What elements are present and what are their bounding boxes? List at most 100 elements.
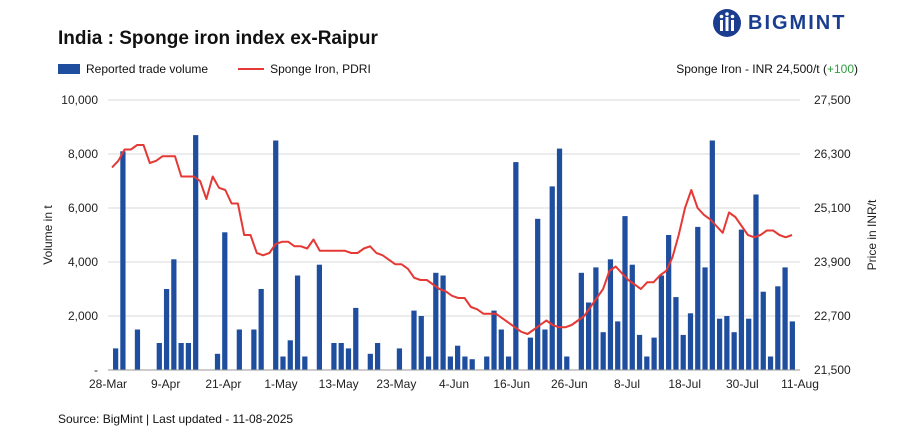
y2-tick-label: 23,900 xyxy=(814,255,851,269)
volume-bar xyxy=(578,272,584,370)
volume-bar xyxy=(542,329,548,370)
volume-bar xyxy=(171,259,177,370)
volume-bar xyxy=(258,289,264,370)
volume-bar xyxy=(585,302,592,370)
volume-bar xyxy=(738,229,745,370)
volume-bar xyxy=(527,337,534,370)
y-tick-label: 2,000 xyxy=(68,309,98,323)
bar-series xyxy=(113,135,795,370)
volume-bar xyxy=(287,340,293,370)
volume-bar xyxy=(615,321,621,370)
volume-bar xyxy=(331,343,337,370)
price-change: +100 xyxy=(826,62,854,76)
volume-bar xyxy=(746,318,752,370)
volume-bar xyxy=(629,264,635,370)
y-tick-label: 8,000 xyxy=(68,147,98,161)
chart-legend: Reported trade volume Sponge Iron, PDRI xyxy=(58,62,401,76)
volume-bar xyxy=(666,235,672,370)
x-tick-label: 4-Jun xyxy=(439,377,469,391)
volume-bar xyxy=(156,343,162,370)
axes: - 2,000 4,000 6,000 8,000 10,000 21,500 22,700 2… xyxy=(41,93,879,391)
brand-mark-icon xyxy=(713,9,741,37)
price-note: Sponge Iron - INR 24,500/t (+100) xyxy=(676,62,858,76)
volume-bar xyxy=(709,140,715,370)
brand-logo: BIGMINT xyxy=(712,6,846,40)
x-tick-label: 30-Jul xyxy=(726,377,759,391)
volume-bar xyxy=(702,267,708,370)
legend-swatch-bar xyxy=(58,64,80,74)
volume-bar xyxy=(687,313,694,370)
y-tick-label: 4,000 xyxy=(68,255,98,269)
x-tick-label: 26-Jun xyxy=(551,377,588,391)
y2-tick-label: 21,500 xyxy=(814,363,851,377)
volume-bar xyxy=(425,356,432,370)
legend-item-price: Sponge Iron, PDRI xyxy=(238,62,371,76)
volume-bar xyxy=(440,275,446,370)
volume-bar xyxy=(302,356,308,370)
volume-bar xyxy=(345,348,352,370)
volume-bar xyxy=(644,356,650,370)
y-axis-title: Volume in t xyxy=(41,205,55,265)
x-tick-label: 11-Aug xyxy=(781,377,819,391)
x-tick-label: 1-May xyxy=(264,377,297,391)
x-tick-label: 18-Jul xyxy=(668,377,701,391)
y2-tick-label: 22,700 xyxy=(814,309,851,323)
x-tick-label: 23-May xyxy=(376,377,416,391)
volume-bar xyxy=(178,343,184,370)
volume-bar xyxy=(767,356,774,370)
volume-bar xyxy=(753,194,759,370)
y2-axis-title: Price in INR/t xyxy=(865,199,879,270)
volume-bar xyxy=(418,316,424,370)
volume-bar xyxy=(782,267,788,370)
volume-bar xyxy=(775,286,781,370)
volume-bar xyxy=(498,329,504,370)
volume-bar xyxy=(193,135,199,370)
volume-bar xyxy=(316,264,323,370)
volume-bar xyxy=(163,289,170,370)
price-note-close: ) xyxy=(854,62,858,76)
volume-bar xyxy=(294,275,301,370)
volume-bar xyxy=(185,343,192,370)
volume-bar xyxy=(716,318,723,370)
volume-bar xyxy=(280,356,286,370)
price-line xyxy=(111,144,793,335)
grid-lines xyxy=(108,99,800,371)
volume-bar xyxy=(251,329,257,370)
x-tick-label: 16-Jun xyxy=(493,377,530,391)
volume-bar xyxy=(636,334,643,370)
price-note-text: Sponge Iron - INR 24,500/t ( xyxy=(676,62,827,76)
volume-bar xyxy=(447,356,453,370)
volume-bar xyxy=(462,356,468,370)
y2-tick-label: 25,100 xyxy=(814,201,851,215)
x-tick-label: 8-Jul xyxy=(614,377,640,391)
volume-bar xyxy=(353,307,359,370)
y-tick-label: 10,000 xyxy=(61,93,98,107)
x-tick-label: 28-Mar xyxy=(89,377,127,391)
y-tick-label: - xyxy=(94,363,98,377)
volume-bar xyxy=(113,348,119,370)
volume-bar xyxy=(469,359,475,370)
volume-bar xyxy=(724,316,730,370)
legend-item-volume: Reported trade volume xyxy=(58,62,208,76)
x-tick-label: 21-Apr xyxy=(205,377,241,391)
source-note: Source: BigMint | Last updated - 11-08-2… xyxy=(58,412,294,426)
volume-bar xyxy=(455,345,461,370)
volume-bar xyxy=(622,216,628,370)
volume-bar xyxy=(651,337,657,370)
line-series xyxy=(111,144,793,335)
x-tick-label: 13-May xyxy=(319,377,359,391)
y2-tick-label: 27,500 xyxy=(814,93,851,107)
legend-swatch-line xyxy=(238,68,265,70)
volume-bar xyxy=(338,343,344,370)
volume-bar xyxy=(593,267,599,370)
legend-label-price: Sponge Iron, PDRI xyxy=(270,62,371,76)
volume-bar xyxy=(374,343,381,370)
volume-bar xyxy=(564,356,570,370)
volume-bar xyxy=(505,356,512,370)
x-tick-label: 9-Apr xyxy=(151,377,180,391)
volume-bar xyxy=(789,321,795,370)
volume-bar xyxy=(396,348,403,370)
volume-bar xyxy=(600,332,606,370)
legend-label-volume: Reported trade volume xyxy=(86,62,209,76)
chart-title: India : Sponge iron index ex-Raipur xyxy=(58,28,378,49)
